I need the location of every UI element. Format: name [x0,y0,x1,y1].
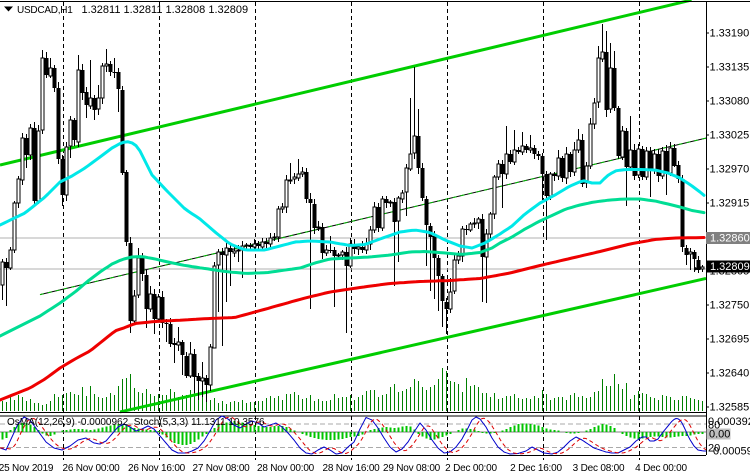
svg-text:25 Nov 2019: 25 Nov 2019 [0,463,54,474]
svg-text:1.33025: 1.33025 [710,130,750,142]
svg-text:26 Nov 00:00: 26 Nov 00:00 [62,463,120,474]
svg-text:1.32640: 1.32640 [710,368,750,380]
svg-text:1.32970: 1.32970 [710,164,750,176]
svg-text:28 Nov 00:00: 28 Nov 00:00 [257,463,315,474]
svg-text:OsMA(12,26,9) -0.0000962 Stoc: OsMA(12,26,9) -0.0000962 Stoch(5,3,3) 11… [7,417,265,428]
svg-text:29 Nov 08:00: 29 Nov 08:00 [383,463,441,474]
svg-text:4 Dec 00:00: 4 Dec 00:00 [635,463,687,474]
svg-text:26 Nov 16:00: 26 Nov 16:00 [128,463,186,474]
svg-text:0.0003924: 0.0003924 [708,416,750,428]
svg-text:3 Dec 08:00: 3 Dec 08:00 [573,463,625,474]
svg-text:1.32695: 1.32695 [710,334,750,346]
svg-text:27 Nov 08:00: 27 Nov 08:00 [192,463,250,474]
svg-text:1.33190: 1.33190 [710,28,750,40]
svg-text:28 Nov 16:00: 28 Nov 16:00 [322,463,380,474]
svg-text:1.32811 1.32811 1.32808 1.3280: 1.32811 1.32811 1.32808 1.32809 [82,4,249,16]
svg-text:1.33135: 1.33135 [710,62,750,74]
svg-text:1.32860: 1.32860 [710,233,750,245]
svg-text:1.32750: 1.32750 [710,300,750,312]
svg-text:1.33080: 1.33080 [710,96,750,108]
svg-text:USDCAD,H1: USDCAD,H1 [17,5,73,16]
svg-text:1.32809: 1.32809 [710,261,750,273]
svg-text:1.32915: 1.32915 [710,198,750,210]
svg-text:2 Dec 16:00: 2 Dec 16:00 [510,463,562,474]
svg-text:0.00: 0.00 [709,429,730,441]
svg-text:20: 20 [708,443,720,455]
svg-text:2 Dec 00:00: 2 Dec 00:00 [445,463,497,474]
svg-text:1.32585: 1.32585 [710,402,750,414]
svg-text:0.000597: 0.000597 [713,446,750,458]
